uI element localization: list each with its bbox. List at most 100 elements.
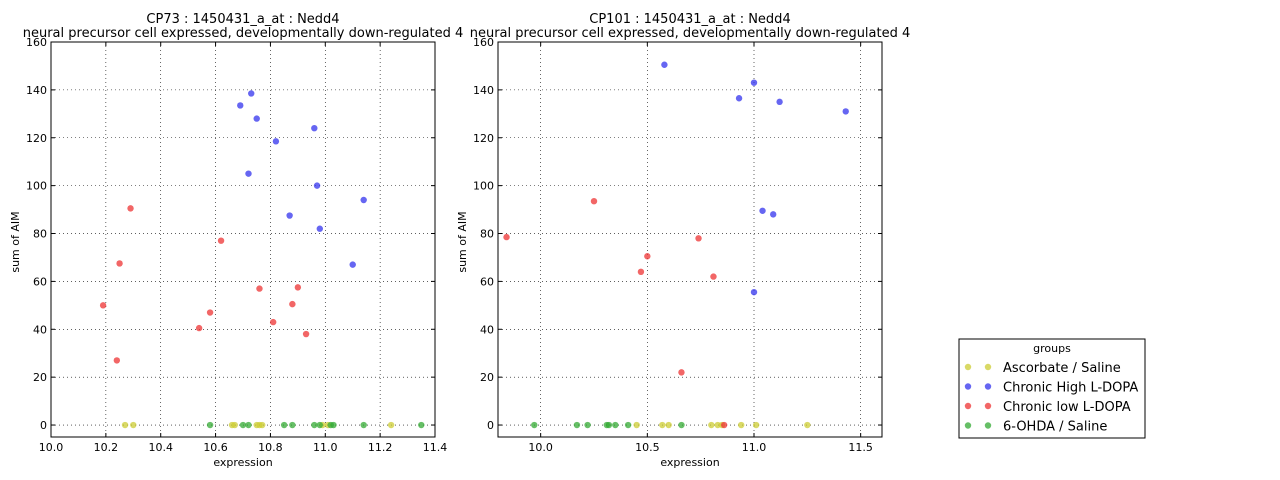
series-chronic-high-l-dopa [661, 61, 849, 296]
data-point [269, 318, 277, 326]
legend-marker [964, 363, 972, 371]
data-point [759, 207, 766, 214]
data-point [130, 421, 137, 429]
data-point [245, 170, 252, 177]
data-point [590, 197, 598, 205]
data-point [776, 98, 783, 106]
data-point [659, 421, 666, 429]
x-tick-label: 11.5 [848, 441, 873, 454]
chart-title: CP73 : 1450431_a_at : Nedd4 [146, 12, 339, 27]
data-point [311, 124, 318, 132]
plot-frame [50, 41, 436, 438]
y-tick-label: 0 [40, 419, 47, 432]
data-point [770, 211, 777, 218]
legend-marker [964, 422, 972, 429]
legend-label: 6-OHDA / Saline [1003, 420, 1107, 435]
data-point [720, 421, 728, 429]
legend-marker [984, 383, 992, 390]
y-tick-label: 100 [473, 180, 494, 193]
data-point [272, 138, 280, 145]
y-tick-label: 40 [33, 323, 47, 336]
data-point [121, 421, 129, 429]
data-point [316, 421, 323, 429]
series-6-ohda-saline [531, 421, 685, 429]
series-chronic-high-l-dopa [237, 90, 367, 268]
x-tick-label: 11.4 [423, 441, 448, 454]
legend-marker [984, 363, 992, 371]
data-point [584, 421, 591, 429]
data-point [360, 421, 367, 429]
data-point [624, 421, 632, 429]
data-point [239, 421, 247, 429]
y-tick-label: 20 [480, 371, 494, 384]
data-point [256, 285, 263, 292]
legend-marker [964, 383, 972, 390]
series-6-ohda-saline [206, 421, 425, 429]
data-point [294, 284, 302, 291]
data-point [259, 421, 266, 429]
y-tick-label: 160 [26, 36, 47, 49]
data-point [253, 115, 260, 122]
data-point [573, 421, 581, 429]
legend-marker [984, 422, 992, 429]
data-point [289, 421, 296, 429]
x-tick-label: 10.0 [39, 441, 64, 454]
data-point [231, 421, 238, 429]
y-tick-label: 20 [33, 371, 47, 384]
chart-subtitle: neural precursor cell expressed, develop… [470, 26, 911, 41]
y-tick-label: 80 [33, 228, 47, 241]
data-point [503, 233, 510, 241]
series-chronic-low-l-dopa [503, 197, 728, 429]
y-axis-label: sum of AIM [9, 211, 22, 272]
x-axis-label: expression [660, 456, 719, 469]
x-tick-label: 10.2 [94, 441, 119, 454]
legend: groups Ascorbate / Saline Chronic High L-… [958, 338, 1146, 439]
y-axis-label: sum of AIM [456, 211, 469, 272]
data-point [665, 421, 672, 429]
y-tick-label: 120 [473, 132, 494, 145]
data-point [752, 421, 760, 429]
data-point [531, 421, 538, 429]
chart-title: CP101 : 1450431_a_at : Nedd4 [589, 12, 790, 27]
y-tick-label: 0 [487, 419, 494, 432]
data-point [708, 421, 715, 429]
legend-label: Ascorbate / Saline [1003, 361, 1121, 376]
x-tick-label: 10.0 [528, 441, 553, 454]
data-point [750, 288, 758, 296]
data-point [418, 421, 425, 429]
data-point [316, 225, 323, 232]
x-tick-label: 10.6 [203, 441, 228, 454]
data-point [127, 205, 134, 212]
series-ascorbate-saline [121, 421, 395, 429]
data-point [678, 421, 685, 429]
y-tick-label: 160 [473, 36, 494, 49]
data-point [206, 421, 214, 429]
y-tick-label: 140 [26, 84, 47, 97]
x-tick-label: 11.0 [313, 441, 338, 454]
data-point [710, 273, 717, 280]
x-tick-label: 11.0 [742, 441, 767, 454]
data-point [286, 212, 293, 219]
data-point [116, 260, 123, 267]
y-tick-label: 80 [480, 228, 494, 241]
legend-marker [984, 402, 992, 410]
data-point [738, 421, 745, 429]
data-point [387, 421, 395, 429]
data-point [360, 196, 367, 204]
data-point [99, 302, 107, 309]
y-tick-label: 120 [26, 132, 47, 145]
data-point [842, 108, 849, 115]
y-tick-label: 60 [480, 275, 494, 288]
data-point [313, 182, 321, 189]
x-tick-label: 10.5 [635, 441, 660, 454]
data-point [695, 235, 702, 242]
data-point [245, 421, 252, 429]
y-tick-label: 100 [26, 180, 47, 193]
data-point [750, 79, 758, 86]
data-point [612, 421, 619, 429]
data-point [637, 268, 645, 276]
data-point [311, 421, 318, 429]
legend-label: Chronic low L-DOPA [1003, 400, 1131, 415]
data-point [804, 421, 811, 429]
